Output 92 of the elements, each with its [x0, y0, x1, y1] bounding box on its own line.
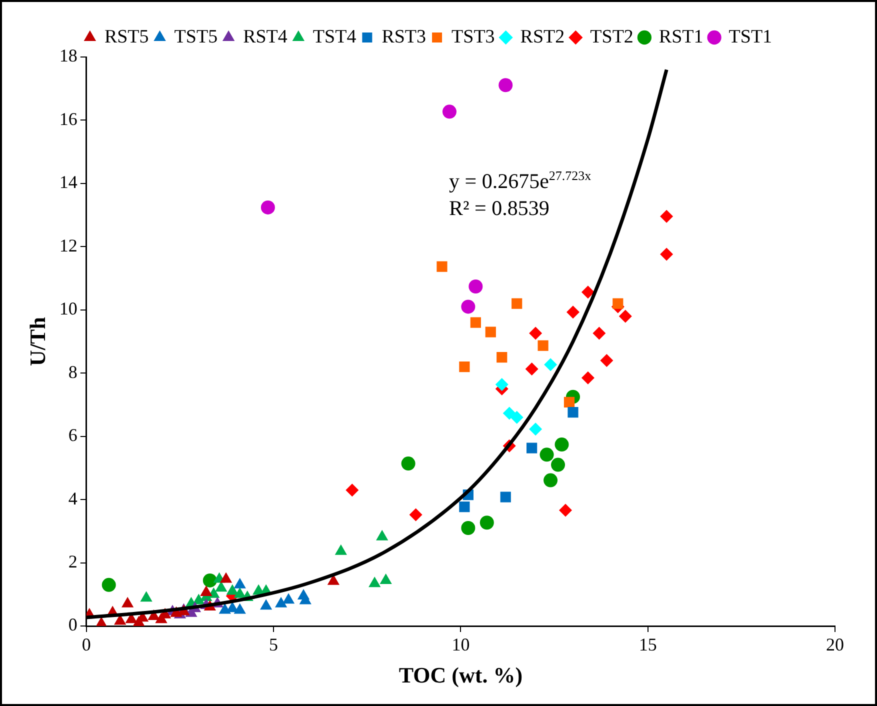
point: [234, 578, 246, 588]
point: [368, 576, 381, 588]
y-tick-label: 8: [68, 362, 78, 382]
y-tick-label: 10: [59, 298, 78, 319]
point: [200, 585, 212, 596]
point: [208, 587, 220, 598]
y-tick-label: 14: [59, 172, 78, 192]
point: [540, 448, 554, 462]
point: [529, 326, 542, 340]
x-tick-label: 0: [82, 634, 91, 655]
point: [122, 596, 134, 608]
point: [380, 573, 392, 584]
x-tick-label: 15: [638, 634, 657, 655]
point: [538, 340, 548, 351]
point: [544, 358, 558, 372]
point: [551, 458, 566, 472]
point: [581, 286, 594, 299]
point: [376, 530, 388, 540]
x-tick-label: 5: [269, 634, 278, 655]
legend-label: TST2: [590, 26, 634, 48]
point: [600, 354, 614, 367]
legend-label: TST4: [312, 26, 357, 48]
y-tick-label: 0: [68, 614, 78, 635]
point: [568, 407, 578, 418]
legend-label: RST4: [243, 26, 288, 48]
y-tick-label: 2: [68, 552, 78, 572]
point: [282, 593, 295, 604]
point: [554, 438, 569, 452]
point: [660, 210, 674, 223]
point: [234, 587, 246, 598]
point: [525, 362, 538, 376]
point: [526, 442, 538, 454]
point: [485, 326, 496, 338]
point: [461, 300, 476, 314]
legend-label: RST3: [382, 26, 426, 48]
point: [559, 504, 572, 517]
y-tick-label: 16: [59, 108, 78, 129]
point: [155, 612, 168, 624]
point: [495, 378, 508, 391]
point: [592, 326, 606, 340]
point: [401, 456, 416, 471]
point: [442, 104, 456, 119]
legend-label: TST1: [728, 26, 772, 48]
point: [612, 298, 624, 309]
point: [496, 352, 508, 363]
point: [409, 508, 422, 522]
y-tick-label: 6: [68, 425, 78, 446]
point: [102, 578, 116, 592]
point: [480, 516, 494, 530]
point: [510, 410, 524, 424]
point: [260, 200, 275, 214]
point: [566, 306, 580, 319]
point: [498, 78, 513, 92]
legend-label: TST3: [452, 26, 495, 48]
point: [500, 492, 511, 502]
legend-label: RST2: [520, 26, 565, 48]
point: [132, 616, 145, 626]
point: [461, 521, 476, 536]
point: [346, 484, 359, 497]
legend-label: TST5: [174, 26, 218, 48]
point: [334, 544, 347, 555]
x-tick-label: 10: [452, 634, 470, 655]
legend-label: RST1: [658, 26, 704, 48]
point: [529, 422, 542, 436]
point: [202, 573, 217, 588]
point: [468, 279, 483, 294]
point: [564, 396, 575, 408]
point: [274, 596, 288, 608]
y-tick-label: 18: [59, 46, 78, 66]
point: [470, 317, 481, 328]
point: [260, 599, 272, 610]
legend-label: RST5: [104, 26, 149, 48]
point: [512, 298, 522, 309]
point: [436, 261, 448, 272]
point: [140, 591, 152, 602]
point: [660, 248, 674, 261]
y-tick-label: 12: [59, 235, 78, 256]
y-tick-label: 4: [68, 488, 78, 508]
point: [544, 473, 558, 488]
x-axis-title: TOC (wt. %): [398, 662, 523, 688]
point: [215, 581, 228, 592]
point: [226, 584, 238, 595]
point: [618, 310, 632, 323]
point: [502, 406, 516, 420]
annotation: y = 0.2675e$^{27.723x}$: [449, 168, 592, 193]
point: [459, 361, 470, 372]
point: [220, 572, 232, 583]
x-tick-label: 20: [826, 634, 844, 655]
point: [459, 502, 470, 512]
y-axis-title: U/Th: [24, 317, 50, 366]
point: [581, 371, 594, 384]
annotation: R² = 0.8539: [449, 196, 550, 220]
